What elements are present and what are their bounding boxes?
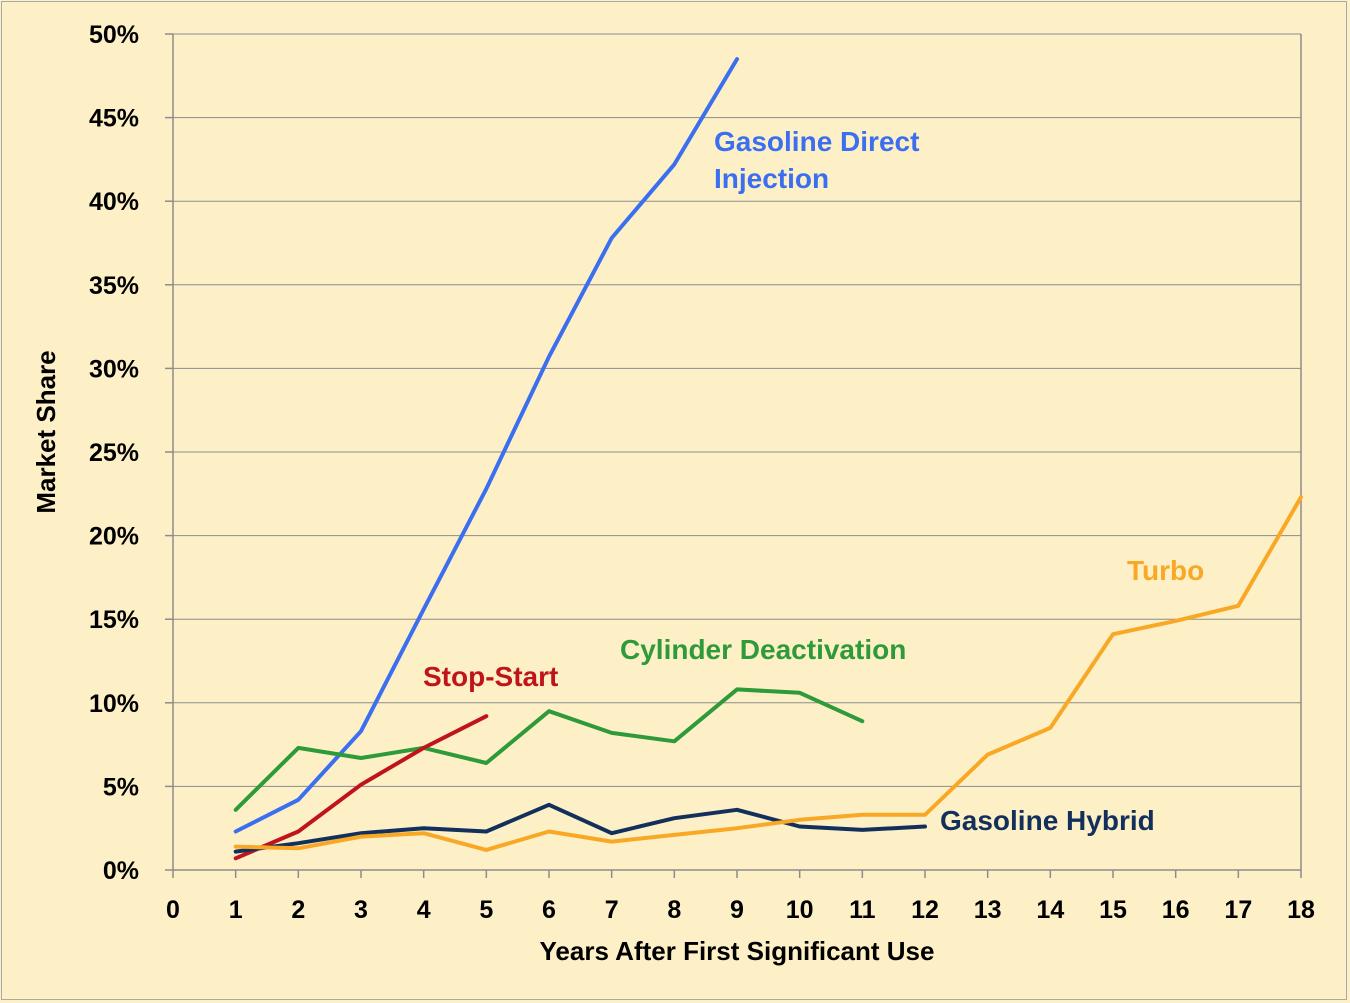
- series-lines: [233, 57, 1303, 861]
- x-tick-label: 12: [911, 896, 939, 924]
- x-tick-label: 7: [605, 896, 619, 924]
- x-tick-label: 10: [786, 896, 814, 924]
- x-tick-label: 9: [730, 896, 744, 924]
- y-tick-label: 25%: [89, 439, 139, 467]
- series-label-gasoline-direct-injection: Gasoline Direct: [714, 126, 919, 157]
- series-label-gasoline-hybrid: Gasoline Hybrid: [940, 805, 1155, 836]
- x-tick-label: 16: [1162, 896, 1190, 924]
- y-tick-label: 10%: [89, 690, 139, 718]
- x-tick-label: 14: [1036, 896, 1064, 924]
- tick-labels: 0%5%10%15%20%25%30%35%40%45%50%0 1 2 3 4 5 6 7 8…: [89, 21, 1315, 924]
- series-line-turbo: [233, 495, 1303, 852]
- x-tick-label: 8: [667, 896, 681, 924]
- series-label-gasoline-direct-injection: Injection: [714, 163, 829, 194]
- x-tick-label: 4: [417, 896, 431, 924]
- series-line-gasoline-direct-injection: [233, 57, 739, 834]
- axes: [165, 33, 1302, 878]
- x-tick-label: 18: [1287, 896, 1315, 924]
- y-tick-label: 0%: [103, 857, 139, 885]
- x-tick-label: 13: [974, 896, 1002, 924]
- x-tick-label: 2: [291, 896, 305, 924]
- series-labels: Gasoline Direct Injection Cylinder Deactiv…: [423, 126, 1204, 836]
- series-line-stop-start: [233, 714, 489, 861]
- grid-lines: [173, 33, 1301, 787]
- y-tick-label: 50%: [89, 21, 139, 49]
- x-tick-label: 17: [1224, 896, 1252, 924]
- y-tick-label: 45%: [89, 105, 139, 133]
- x-tick-label: 3: [354, 896, 368, 924]
- y-tick-label: 5%: [103, 773, 139, 801]
- x-tick-label: 0: [166, 896, 180, 924]
- x-tick-label: 1: [229, 896, 243, 924]
- x-tick-label: 11: [849, 896, 876, 924]
- x-axis-title: Years After First Significant Use: [540, 936, 935, 966]
- series-label-turbo: Turbo: [1127, 555, 1204, 586]
- y-tick-label: 35%: [89, 272, 139, 300]
- series-label-cylinder-deactivation: Cylinder Deactivation: [620, 634, 906, 665]
- series-line-gasoline-hybrid: [233, 802, 927, 854]
- x-tick-label: 15: [1099, 896, 1127, 924]
- y-tick-label: 30%: [89, 355, 139, 383]
- x-tick-label: 5: [479, 896, 493, 924]
- y-axis-title: Market Share: [31, 350, 61, 513]
- x-tick-label: 6: [542, 896, 556, 924]
- series-label-stop-start: Stop-Start: [423, 661, 558, 692]
- series-line-cylinder-deactivation: [233, 687, 865, 812]
- y-tick-label: 15%: [89, 606, 139, 634]
- y-tick-label: 20%: [89, 523, 139, 551]
- y-tick-label: 40%: [89, 188, 139, 216]
